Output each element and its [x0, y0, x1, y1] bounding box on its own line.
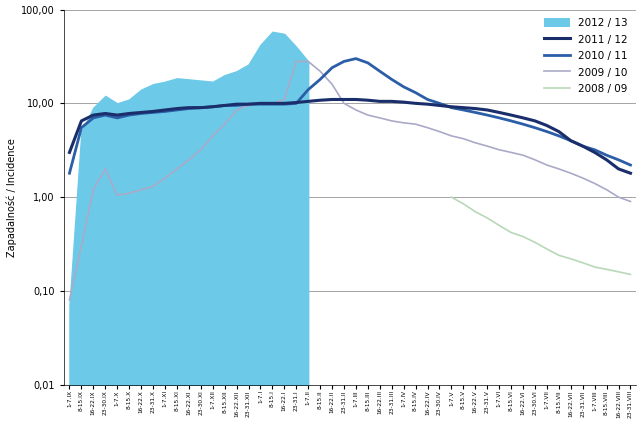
- Legend: 2012 / 13, 2011 / 12, 2010 / 11, 2009 / 10, 2008 / 09: 2012 / 13, 2011 / 12, 2010 / 11, 2009 / …: [541, 15, 631, 97]
- Y-axis label: Zapadalność / Incidence: Zapadalność / Incidence: [6, 138, 17, 257]
